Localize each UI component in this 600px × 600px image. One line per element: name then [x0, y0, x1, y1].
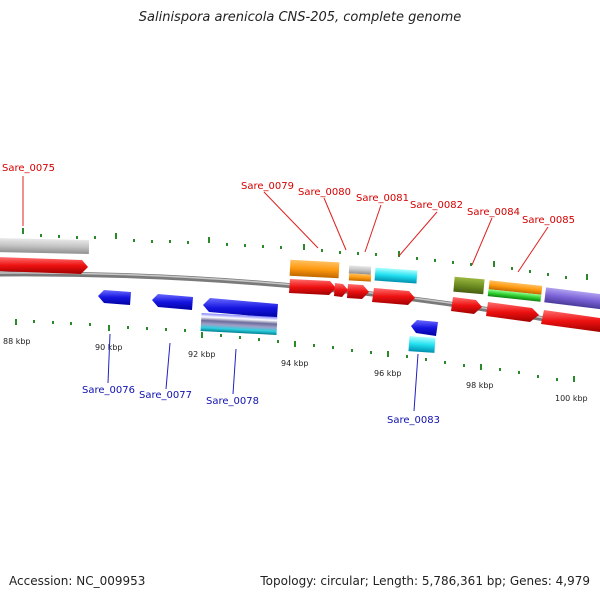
tick-label-98kbp: 98 kbp — [466, 381, 494, 390]
accession-text: Accession: NC_009953 — [9, 574, 146, 588]
gene-label-sare-0081[interactable]: Sare_0081 — [356, 193, 409, 204]
gene-label-sare-0079[interactable]: Sare_0079 — [241, 181, 294, 192]
tick-label-96kbp: 96 kbp — [374, 369, 402, 378]
forward-cds-arrow[interactable] — [486, 302, 539, 322]
gene-label-sare-0075[interactable]: Sare_0075 — [2, 163, 55, 174]
forward-outer-gene[interactable] — [348, 273, 372, 282]
gene-label-sare-0082[interactable]: Sare_0082 — [410, 200, 463, 211]
gene-label-sare-0083[interactable]: Sare_0083 — [387, 415, 440, 426]
tick-label-88kbp: 88 kbp — [3, 337, 31, 346]
gene-label-sare-0077[interactable]: Sare_0077 — [139, 390, 192, 401]
forward-cds-arrow[interactable] — [347, 284, 369, 299]
reverse-cds-arrow[interactable] — [98, 290, 131, 305]
reverse-leader-lines — [107, 333, 419, 412]
tick-label-94kbp: 94 kbp — [281, 359, 309, 368]
forward-outer-gene[interactable] — [348, 265, 372, 275]
forward-outer-gene[interactable] — [289, 259, 340, 279]
forward-cds-arrow[interactable] — [289, 279, 336, 295]
forward-outer-gene[interactable] — [374, 267, 418, 284]
reverse-cds-arrow[interactable] — [411, 320, 438, 336]
forward-outer-gene[interactable] — [488, 280, 543, 295]
reverse-tick-track — [15, 319, 575, 382]
forward-outer-gene[interactable] — [453, 276, 485, 295]
forward-cds-arrow[interactable] — [451, 297, 482, 314]
forward-cds-arrow[interactable] — [541, 310, 600, 332]
tick-label-100kbp: 100 kbp — [555, 394, 588, 403]
forward-outer-gene[interactable] — [0, 238, 90, 254]
forward-cds-arrow[interactable] — [334, 283, 348, 297]
forward-leader-lines — [22, 176, 549, 273]
gene-label-sare-0084[interactable]: Sare_0084 — [467, 207, 520, 218]
gene-label-sare-0085[interactable]: Sare_0085 — [522, 215, 575, 226]
gene-label-sare-0076[interactable]: Sare_0076 — [82, 385, 135, 396]
reverse-cds-arrow[interactable] — [203, 298, 278, 318]
forward-outer-gene[interactable] — [487, 289, 542, 302]
forward-outer-gene[interactable] — [544, 287, 600, 310]
reverse-cds-arrow[interactable] — [152, 294, 193, 310]
genome-summary-text: Topology: circular; Length: 5,786,361 bp… — [260, 574, 590, 588]
map-title: Salinispora arenicola CNS-205, complete … — [138, 10, 462, 25]
forward-cds-arrow[interactable] — [0, 257, 88, 274]
gene-label-sare-0078[interactable]: Sare_0078 — [206, 396, 259, 407]
tick-label-92kbp: 92 kbp — [188, 350, 216, 359]
reverse-outer-gene[interactable] — [200, 313, 278, 335]
forward-cds-arrow[interactable] — [372, 288, 415, 305]
forward-tick-track — [22, 228, 588, 280]
gene-label-sare-0080[interactable]: Sare_0080 — [298, 187, 351, 198]
tick-label-90kbp: 90 kbp — [95, 343, 123, 352]
reverse-outer-gene[interactable] — [408, 336, 436, 353]
